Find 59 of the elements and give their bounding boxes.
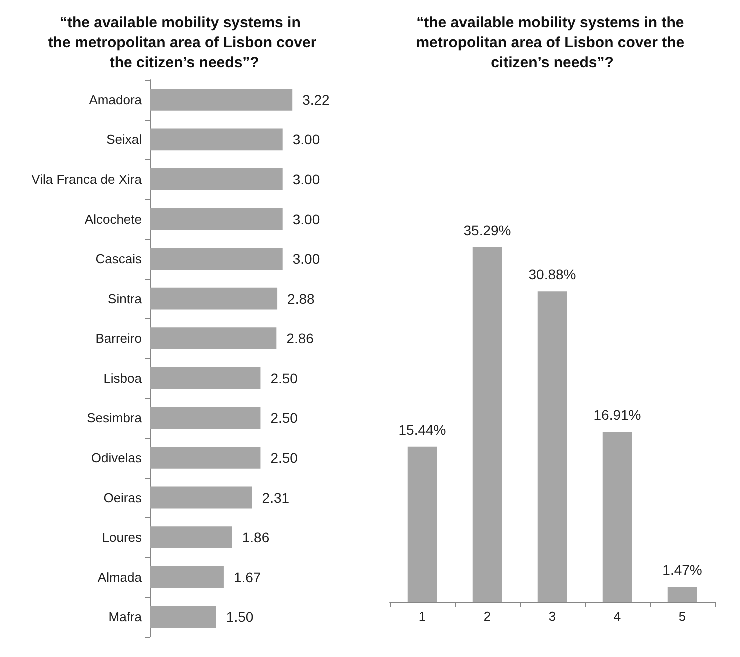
data-label: 1.86	[242, 530, 270, 546]
x-tick-label: 3	[548, 609, 556, 624]
y-tick-label: Cascais	[96, 252, 142, 267]
data-label: 2.50	[270, 370, 298, 386]
bar	[150, 128, 283, 151]
y-tick-label: Barreiro	[96, 331, 142, 346]
data-label: 2.31	[262, 490, 290, 506]
y-tick-label: Vila Franca de Xira	[32, 172, 143, 187]
bar	[408, 446, 438, 602]
bar	[538, 292, 568, 602]
y-tick-label: Oeiras	[104, 490, 142, 506]
y-tick-label: Sintra	[108, 291, 143, 306]
bar	[668, 587, 698, 602]
bar	[150, 526, 232, 548]
data-label: 2.86	[286, 330, 314, 347]
y-tick-label: Seixal	[106, 132, 142, 148]
data-label: 1.50	[226, 609, 254, 626]
y-tick-label: Odivelas	[91, 450, 142, 466]
y-tick-label: Alcochete	[84, 212, 142, 227]
data-label: 2.88	[288, 290, 316, 307]
x-tick-label: 5	[678, 609, 686, 624]
bar	[472, 247, 502, 602]
bar	[150, 566, 224, 588]
y-tick-label: Lisboa	[104, 370, 143, 386]
data-label: 3.00	[292, 211, 320, 228]
y-tick-label: Amadora	[89, 92, 143, 108]
data-label: 35.29%	[464, 222, 512, 238]
data-label: 3.00	[292, 132, 320, 148]
x-tick-label: 2	[484, 609, 492, 624]
y-tick-label: Sesimbra	[87, 410, 143, 426]
data-label: 1.47%	[662, 562, 702, 578]
y-tick-label: Almada	[98, 570, 143, 585]
bar	[150, 407, 261, 430]
data-label: 30.88%	[528, 266, 576, 283]
y-tick-label: Loures	[102, 530, 142, 546]
data-label: 3.00	[292, 251, 320, 268]
data-label: 1.67	[234, 569, 262, 586]
bar	[150, 606, 216, 628]
x-tick-label: 1	[418, 609, 426, 624]
data-label: 3.00	[292, 171, 320, 188]
bar	[150, 208, 283, 230]
data-label: 2.50	[270, 410, 298, 426]
bar	[150, 367, 261, 390]
data-label: 2.50	[270, 450, 298, 466]
bar	[150, 248, 283, 270]
y-tick-label: Mafra	[108, 610, 143, 625]
bar	[150, 288, 278, 310]
bar	[150, 168, 283, 190]
chart-title: “the available mobility systems in the metropolitan area of Lisbon cover the citizen’s needs”?	[416, 14, 689, 72]
data-label: 16.91%	[594, 407, 642, 424]
bar	[150, 88, 293, 111]
chart-title: “the available mobility systems in the metropolitan area of Lisbon cover the citizen’s needs”?	[48, 14, 317, 72]
data-label: 3.22	[302, 92, 330, 108]
bar	[150, 447, 261, 469]
x-tick-label: 4	[614, 609, 622, 624]
bar	[602, 432, 632, 602]
bar	[150, 328, 277, 350]
data-label: 15.44%	[398, 422, 446, 438]
bar	[150, 486, 252, 509]
